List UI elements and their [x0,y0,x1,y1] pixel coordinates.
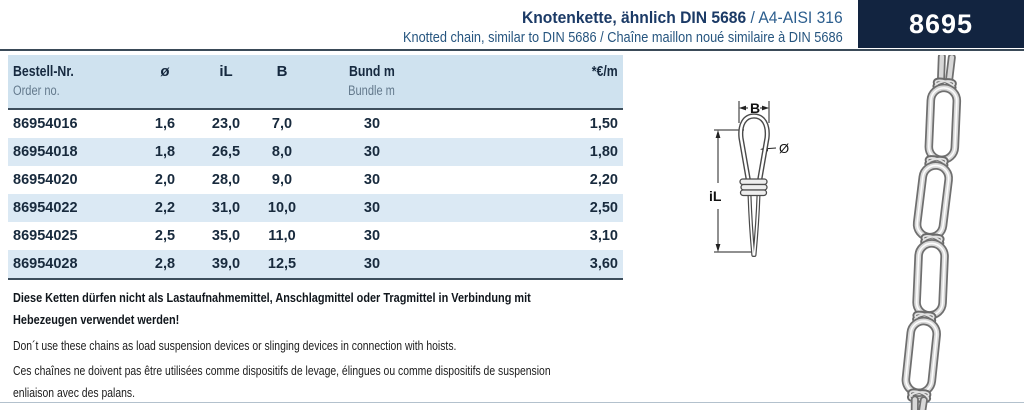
footer-rule [0,402,1024,403]
cell-price: 1,50 [589,116,618,132]
cell-order: 86954016 [13,116,78,132]
table-row: 86954028 2,8 39,0 12,5 30 3,60 [8,250,623,280]
product-table: Bestell-Nr. Order no. ø iL B Bund m Bund… [8,55,623,280]
cell-width: 7,0 [271,116,293,132]
cell-diameter: 1,8 [154,144,176,160]
warning-text-english: Don´t use these chains as load suspensio… [13,338,457,353]
cell-width: 9,0 [271,172,293,188]
cell-inner-length: 26,5 [211,144,241,160]
dimension-label-b: B [750,100,760,116]
product-photo-chain [885,55,1020,410]
cell-bundle: 30 [363,172,381,188]
cell-diameter: 2,0 [154,172,176,188]
col-header-bundle: Bund m Bundle m [348,63,396,98]
cell-price: 2,50 [589,200,618,216]
article-number-badge: 8695 [858,0,1024,48]
cell-inner-length: 39,0 [211,256,241,272]
warning-text-german: Diese Ketten dürfen nicht als Lastaufnah… [13,290,531,327]
title-bold: Knotenkette, ähnlich DIN 5686 [522,8,747,27]
link-loop [738,113,770,184]
title-material: / A4-AISI 316 [746,8,843,27]
cell-price: 1,80 [589,144,618,160]
cell-price: 3,10 [589,228,618,244]
table-row: 86954020 2,0 28,0 9,0 30 2,20 [8,166,623,194]
cell-width: 10,0 [267,200,297,216]
cell-order: 86954018 [13,144,78,160]
title-subtitle: Knotted chain, similar to DIN 5686 / Cha… [403,30,843,46]
cell-inner-length: 28,0 [211,172,241,188]
title-main: Knotenkette, ähnlich DIN 5686 / A4-AISI … [383,7,843,29]
cell-bundle: 30 [363,116,381,132]
cell-diameter: 1,6 [154,116,176,132]
cell-inner-length: 31,0 [211,200,241,216]
cell-diameter: 2,8 [154,256,176,272]
cell-diameter: 2,5 [154,228,176,244]
cell-bundle: 30 [363,228,381,244]
table-header: Bestell-Nr. Order no. ø iL B Bund m Bund… [8,55,623,110]
col-header-order: Bestell-Nr. Order no. [13,63,74,98]
cell-inner-length: 35,0 [211,228,241,244]
dimension-label-il: iL [709,188,722,204]
col-header-inner-length: iL [219,63,233,80]
cell-width: 11,0 [268,228,296,244]
cell-diameter: 2,2 [154,200,176,216]
cell-order: 86954022 [13,200,78,216]
cell-bundle: 30 [363,256,381,272]
cell-order: 86954020 [13,172,78,188]
table-row: 86954016 1,6 23,0 7,0 30 1,50 [8,110,623,138]
warning-text-french: Ces chaînes ne doivent pas être utilisée… [13,363,551,400]
table-row: 86954022 2,2 31,0 10,0 30 2,50 [8,194,623,222]
page-title: Knotenkette, ähnlich DIN 5686 / A4-AISI … [343,7,843,48]
header-rule [0,49,1024,51]
cell-price: 3,60 [589,256,618,272]
col-header-width: B [276,63,288,80]
cell-inner-length: 23,0 [211,116,241,132]
cell-width: 8,0 [271,144,293,160]
col-header-price: *€/m [592,63,618,80]
technical-drawing-chain-link: B iL Ø [709,100,789,257]
cell-order: 86954025 [13,228,78,244]
col-header-diameter: ø [160,63,170,80]
table-row: 86954025 2,5 35,0 11,0 30 3,10 [8,222,623,250]
cell-width: 12,5 [267,256,297,272]
link-knot [739,178,768,186]
dimension-label-diameter: Ø [779,141,789,156]
cell-bundle: 30 [363,200,381,216]
cell-price: 2,20 [589,172,618,188]
cell-order: 86954028 [13,256,78,272]
table-row: 86954018 1,8 26,5 8,0 30 1,80 [8,138,623,166]
cell-bundle: 30 [363,144,381,160]
